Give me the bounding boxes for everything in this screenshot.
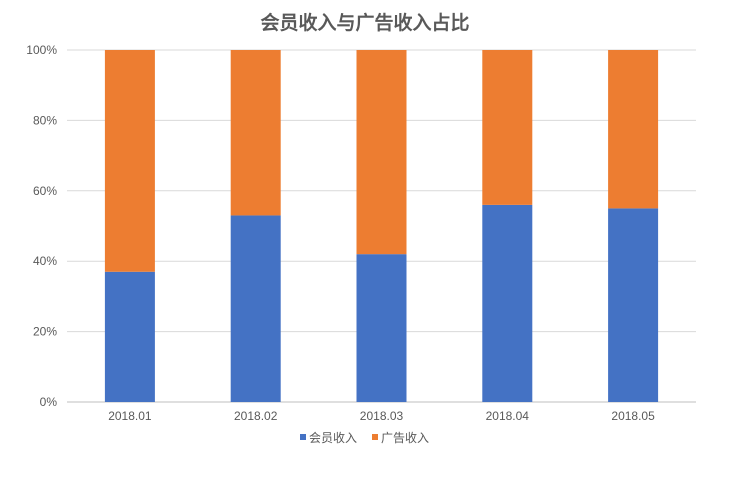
x-tick-label: 2018.01: [108, 409, 152, 423]
legend: 会员收入 广告收入: [300, 431, 429, 445]
legend-label: 会员收入: [309, 431, 357, 445]
y-tick-label: 60%: [33, 184, 57, 198]
bar-ad-revenue: [104, 50, 155, 272]
y-tick-label: 100%: [26, 43, 57, 57]
x-tick-label: 2018.05: [611, 409, 655, 423]
x-tick-label: 2018.03: [360, 409, 404, 423]
bar-ad-revenue: [608, 50, 659, 209]
y-axis: 0% 20% 40% 60% 80% 100%: [26, 43, 57, 409]
bar-ad-revenue: [230, 50, 281, 216]
bar-member-revenue: [356, 254, 407, 402]
legend-label: 广告收入: [381, 431, 429, 445]
chart-title: 会员收入与广告收入占比: [260, 11, 469, 34]
bar-member-revenue: [482, 204, 533, 402]
bar-ad-revenue: [482, 50, 533, 205]
bar-ad-revenue: [356, 50, 407, 255]
y-tick-label: 80%: [33, 113, 57, 127]
bar-member-revenue: [608, 208, 659, 402]
legend-swatch: [300, 434, 306, 440]
bars: [104, 50, 659, 402]
y-tick-label: 20%: [33, 325, 57, 339]
x-tick-label: 2018.04: [486, 409, 530, 423]
y-tick-label: 40%: [33, 254, 57, 268]
x-axis: 2018.01 2018.02 2018.03 2018.04 2018.05: [108, 409, 655, 423]
legend-swatch: [372, 434, 378, 440]
x-tick-label: 2018.02: [234, 409, 278, 423]
bar-member-revenue: [230, 215, 281, 402]
y-tick-label: 0%: [40, 395, 58, 409]
bar-member-revenue: [104, 271, 155, 402]
